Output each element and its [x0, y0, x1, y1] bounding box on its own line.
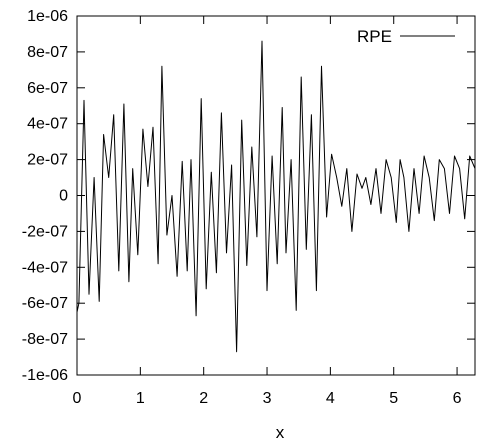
series-line-rpe	[76, 40, 476, 353]
legend: RPE	[357, 27, 455, 46]
x-tick-label: 5	[389, 390, 398, 407]
y-tick-label: -1e-06	[22, 367, 68, 384]
series-layer	[76, 40, 476, 353]
x-tick-label: 4	[326, 390, 335, 407]
y-tick-label: -2e-07	[22, 223, 68, 240]
y-tick-label: -4e-07	[22, 259, 68, 276]
legend-label-rpe: RPE	[357, 27, 392, 46]
y-axis-ticks: -1e-06 -8e-07 -6e-07 -4e-07 -2e-07 0 2e-07 4e-0…	[22, 8, 475, 384]
x-tick-label: 6	[453, 390, 462, 407]
x-axis-label: x	[276, 423, 285, 442]
y-tick-label: 4e-07	[27, 116, 68, 133]
x-tick-label: 1	[136, 390, 145, 407]
y-tick-label: -6e-07	[22, 295, 68, 312]
y-tick-label: 8e-07	[27, 44, 68, 61]
y-tick-label: 6e-07	[27, 80, 68, 97]
y-tick-label: -8e-07	[22, 331, 68, 348]
y-tick-label: 0	[59, 188, 68, 205]
x-tick-label: 2	[199, 390, 208, 407]
y-tick-label: 2e-07	[27, 152, 68, 169]
plot-frame	[76, 15, 476, 376]
y-tick-label: 1e-06	[27, 8, 68, 25]
x-tick-label: 3	[263, 390, 272, 407]
x-tick-label: 0	[73, 390, 82, 407]
